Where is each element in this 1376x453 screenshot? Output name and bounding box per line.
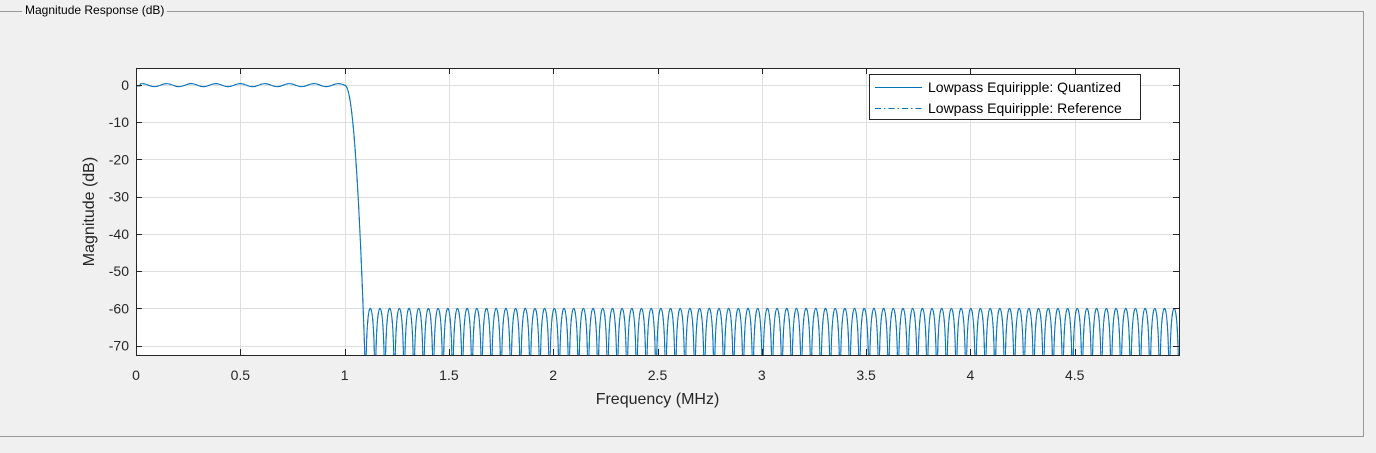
panel-title: Magnitude Response (dB) [22,3,168,17]
y-tick-label: -60 [109,300,129,316]
x-tick-label: 0.5 [231,367,251,383]
ticks: 0 0.5 1 1.5 2 2.5 3 3.5 4 4.5 0 -10 -20 -30 -40 -50 -60 -… [109,68,1179,383]
magnitude-response-panel: Magnitude Response (dB) [0,3,1364,437]
x-tick-label: 2.5 [648,367,668,383]
legend-entry-reference: Lowpass Equiripple: Reference [928,100,1122,116]
x-tick-label: 3.5 [856,367,876,383]
y-tick-label: -70 [109,338,129,354]
x-axis-label: Frequency (MHz) [596,391,720,408]
y-axis-label: Magnitude (dB) [81,157,98,266]
x-tick-label: 1 [341,367,349,383]
y-tick-label: 0 [121,77,129,93]
y-tick-label: -10 [109,114,129,130]
x-tick-label: 3 [758,367,766,383]
legend-entry-quantized: Lowpass Equiripple: Quantized [928,79,1121,95]
series-quantized-line [136,83,1179,355]
x-tick-label: 4 [967,367,975,383]
y-tick-label: -20 [109,151,129,167]
series-group [136,83,1179,355]
x-tick-label: 0 [132,367,140,383]
y-tick-label: -50 [109,263,129,279]
y-tick-label: -30 [109,189,129,205]
x-tick-label: 4.5 [1065,367,1085,383]
legend-box [869,74,1141,120]
legend[interactable]: Lowpass Equiripple: Quantized Lowpass Eq… [869,74,1141,120]
y-tick-label: -40 [109,226,129,242]
x-tick-label: 1.5 [439,367,459,383]
x-tick-label: 2 [549,367,557,383]
